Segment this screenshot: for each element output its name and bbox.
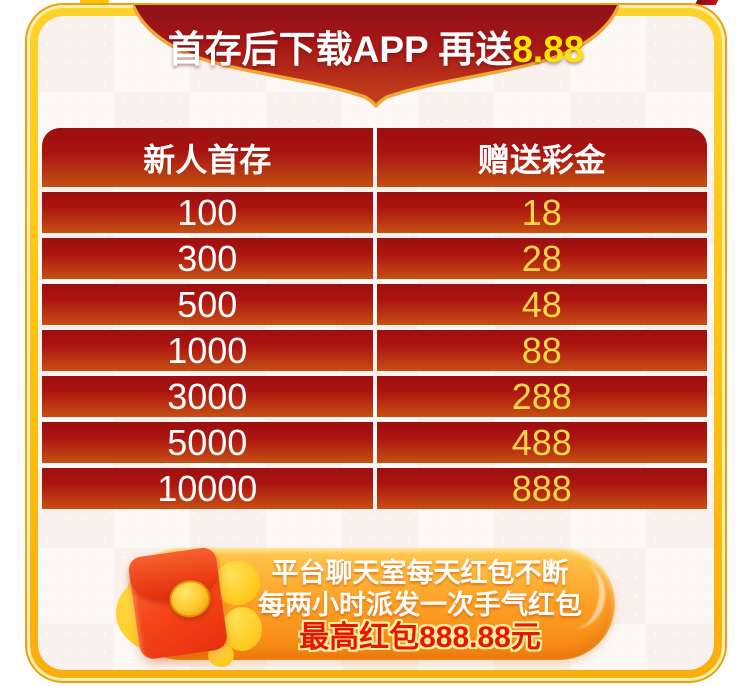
envelope-body xyxy=(127,546,229,661)
deposit-bonus-table: 新人首存 赠送彩金 100 18 300 28 500 48 1000 88 3… xyxy=(42,128,707,509)
download-app-banner[interactable]: 首存后下载APP 再送8.88 xyxy=(133,5,619,109)
header-cell-bonus: 赠送彩金 xyxy=(376,128,707,187)
deposit-cell: 300 xyxy=(42,238,373,279)
promo-line-2: 每两小时派发一次手气红包 xyxy=(258,590,582,620)
header-cell-deposit: 新人首存 xyxy=(42,128,373,187)
red-envelope-icon xyxy=(112,545,267,673)
promo-line-3: 最高红包888.88元 xyxy=(299,621,541,654)
bonus-cell: 28 xyxy=(376,238,707,279)
deposit-cell: 1000 xyxy=(42,330,373,371)
bonus-cell: 18 xyxy=(376,192,707,233)
yellow-splash-blob xyxy=(222,607,262,651)
top-gold-sliver xyxy=(80,0,109,4)
banner-highlight: 8.88 xyxy=(512,29,585,70)
deposit-cell: 500 xyxy=(42,284,373,325)
promo-line-1: 平台聊天室每天红包不断 xyxy=(271,558,569,588)
banner-text: 首存后下载APP 再送8.88 xyxy=(167,29,585,70)
deposit-cell: 100 xyxy=(42,192,373,233)
bonus-cell: 488 xyxy=(376,422,707,463)
bonus-cell: 888 xyxy=(376,468,707,509)
deposit-cell: 5000 xyxy=(42,422,373,463)
promo-text-block: 平台聊天室每天红包不断 每两小时派发一次手气红包 最高红包888.88元 xyxy=(237,557,603,655)
bonus-cell: 48 xyxy=(376,284,707,325)
deposit-cell: 10000 xyxy=(42,468,373,509)
bonus-cell: 288 xyxy=(376,376,707,417)
bonus-cell: 88 xyxy=(376,330,707,371)
deposit-cell: 3000 xyxy=(42,376,373,417)
banner-ribbon-shape xyxy=(133,5,619,108)
